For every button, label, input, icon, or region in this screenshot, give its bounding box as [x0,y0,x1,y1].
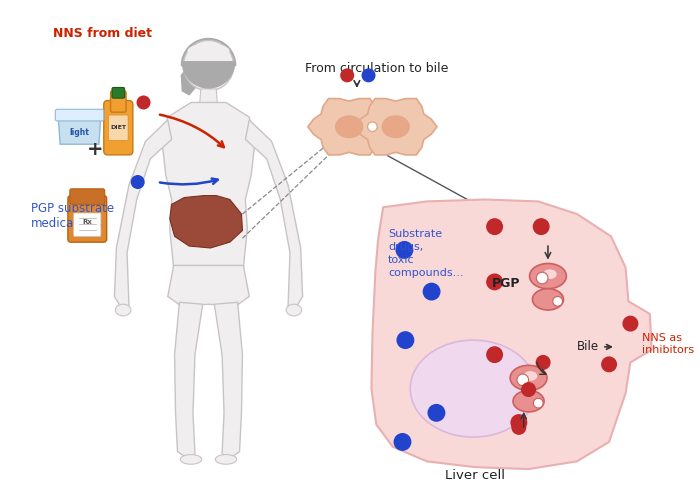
Text: Liver cell: Liver cell [445,469,505,482]
Polygon shape [199,89,217,102]
Ellipse shape [533,289,564,310]
Circle shape [368,122,377,132]
Circle shape [394,434,411,450]
Ellipse shape [524,371,538,381]
Ellipse shape [286,304,302,316]
Polygon shape [308,98,391,155]
Ellipse shape [116,304,131,316]
Polygon shape [354,98,437,155]
Polygon shape [214,302,242,460]
Text: NNS as
inhibitors: NNS as inhibitors [642,333,694,355]
Circle shape [533,398,543,408]
Ellipse shape [529,264,566,289]
Polygon shape [168,266,249,306]
Circle shape [424,283,440,300]
Ellipse shape [188,44,229,58]
Circle shape [397,332,414,348]
Text: NNS from diet: NNS from diet [53,27,153,40]
Circle shape [428,405,444,421]
Circle shape [511,415,526,430]
Circle shape [512,420,526,434]
Circle shape [517,374,528,386]
Circle shape [487,347,503,363]
Ellipse shape [410,340,536,437]
Circle shape [522,383,536,396]
Text: PGP substrate
medications: PGP substrate medications [31,202,114,230]
Circle shape [396,242,413,258]
Polygon shape [58,115,101,144]
Text: PGP: PGP [492,277,521,291]
Polygon shape [181,66,197,95]
Polygon shape [169,196,242,248]
FancyBboxPatch shape [55,109,104,121]
Text: DIET: DIET [111,125,126,130]
Ellipse shape [181,455,202,464]
Ellipse shape [216,455,237,464]
Circle shape [487,219,503,234]
Circle shape [602,357,616,371]
Circle shape [341,69,354,82]
FancyBboxPatch shape [74,213,101,236]
Circle shape [553,296,563,306]
Polygon shape [174,302,203,460]
FancyBboxPatch shape [104,100,133,155]
Wedge shape [182,62,234,88]
Ellipse shape [543,270,556,279]
Circle shape [183,40,234,91]
FancyBboxPatch shape [70,189,105,204]
FancyBboxPatch shape [111,91,126,112]
Circle shape [132,176,144,188]
Circle shape [137,96,150,109]
Polygon shape [246,120,302,311]
Text: light: light [69,128,90,137]
Circle shape [362,69,375,82]
FancyBboxPatch shape [68,196,106,242]
FancyBboxPatch shape [112,87,125,98]
Ellipse shape [513,391,544,412]
Text: From circulation to bile: From circulation to bile [304,62,448,75]
Circle shape [536,272,548,284]
Text: Substrate
drugs,
toxic
compounds...: Substrate drugs, toxic compounds... [388,228,463,278]
Circle shape [487,274,503,290]
Polygon shape [114,120,172,311]
Text: +: + [87,140,104,159]
Circle shape [623,317,638,331]
Polygon shape [162,102,255,268]
Circle shape [533,219,549,234]
Ellipse shape [335,116,363,138]
Circle shape [536,356,550,369]
Ellipse shape [510,366,547,391]
Ellipse shape [382,116,410,138]
Text: Rx: Rx [83,219,92,225]
Wedge shape [181,39,236,66]
FancyBboxPatch shape [108,115,128,140]
Text: Bile: Bile [577,341,611,353]
Polygon shape [372,199,652,469]
